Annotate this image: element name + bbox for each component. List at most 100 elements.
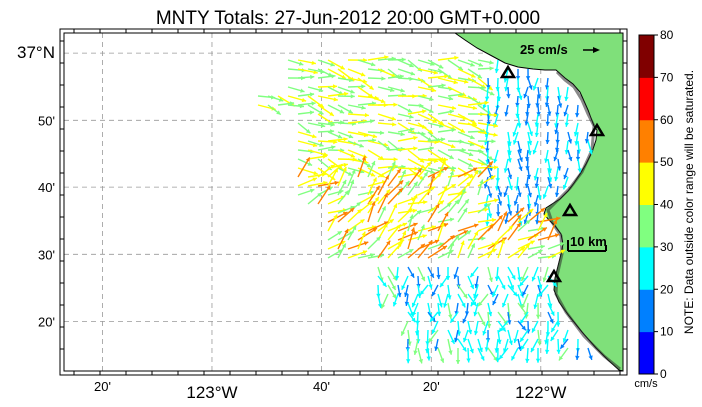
current-vector [487,302,493,317]
current-vector [513,194,519,206]
current-vector [473,320,479,336]
current-vector [520,338,529,351]
current-vector [347,241,369,250]
current-vector [387,86,405,93]
current-vector [545,113,550,126]
current-vector [347,112,369,118]
current-vector [367,130,385,135]
current-vector [545,131,550,145]
current-vector [477,338,483,353]
current-vector [507,176,513,191]
current-vector [407,109,427,115]
current-vectors [257,55,593,364]
current-vector [507,284,518,297]
current-vector [397,146,418,151]
current-vector [554,167,559,182]
current-vector [477,223,495,241]
current-vector [501,293,509,308]
current-vector [327,91,349,97]
lat-tick-label: 40' [38,180,55,195]
lat-tick-label: 20' [38,315,55,330]
station-markers [499,64,606,283]
colorbar-tick-label: 60 [660,113,674,127]
colorbar-tick-label: 70 [660,70,674,84]
current-vector [427,223,449,232]
current-vector [467,100,489,106]
colorbar-segment [639,119,654,163]
current-vector [524,176,530,189]
current-vector [417,171,429,187]
current-vector [507,266,516,280]
current-vector [436,266,441,280]
current-vector [317,145,336,151]
current-vector [407,227,416,250]
current-vector [512,122,519,137]
current-vector [443,293,449,308]
current-vector [447,191,464,205]
current-vector [407,266,415,279]
current-vector [428,329,439,343]
current-vector [537,216,561,223]
current-vector [517,149,523,163]
current-vector [534,176,539,189]
current-vector [337,167,353,177]
current-vector [503,68,509,83]
current-vector [367,95,386,104]
current-vector [307,192,323,205]
current-vector [547,302,555,317]
scale-vector-label: 25 cm/s [520,42,568,57]
current-vector [417,95,434,101]
current-vector [495,347,500,363]
current-vector [297,140,318,148]
current-vector [437,293,443,308]
current-vector [564,113,569,127]
current-vector [397,180,410,196]
current-vector [337,149,356,158]
current-vector [437,140,456,149]
current-vector [507,167,513,180]
current-vector [447,241,455,259]
lat-tick-label: 37°N [17,43,55,62]
current-vector [417,266,426,282]
current-vector [337,179,347,196]
current-vector [504,212,509,224]
current-vector [530,338,539,353]
current-vector [397,248,414,259]
current-vector [477,347,485,361]
current-vector [503,185,509,198]
current-vector [297,157,311,178]
current-vector [407,214,414,232]
current-vector [337,94,355,99]
current-vector [357,131,378,139]
current-vector [457,293,466,308]
scale-vector: 25 cm/s [520,42,600,57]
current-vector [317,95,338,102]
current-vector [555,140,560,153]
current-vector [347,68,366,77]
current-vector [467,243,476,259]
current-vector [470,293,479,307]
current-vector [397,284,402,298]
current-vector [417,59,435,66]
current-vector [297,188,315,196]
current-vector [327,211,348,223]
current-vector [506,86,511,99]
current-vector [287,95,307,103]
current-vector [327,137,348,142]
current-vector [524,113,529,126]
current-vector [547,311,554,324]
current-vector [462,311,469,324]
current-vector [407,209,422,223]
current-vector [267,95,284,102]
current-vector [503,158,509,173]
current-vector [327,230,343,241]
current-vector [447,302,453,319]
current-vector [327,214,338,232]
current-vector [559,338,569,350]
current-vector [523,86,529,99]
current-vector [477,179,484,196]
current-vector [417,86,437,93]
current-vector [417,347,423,364]
current-vector [297,158,313,167]
